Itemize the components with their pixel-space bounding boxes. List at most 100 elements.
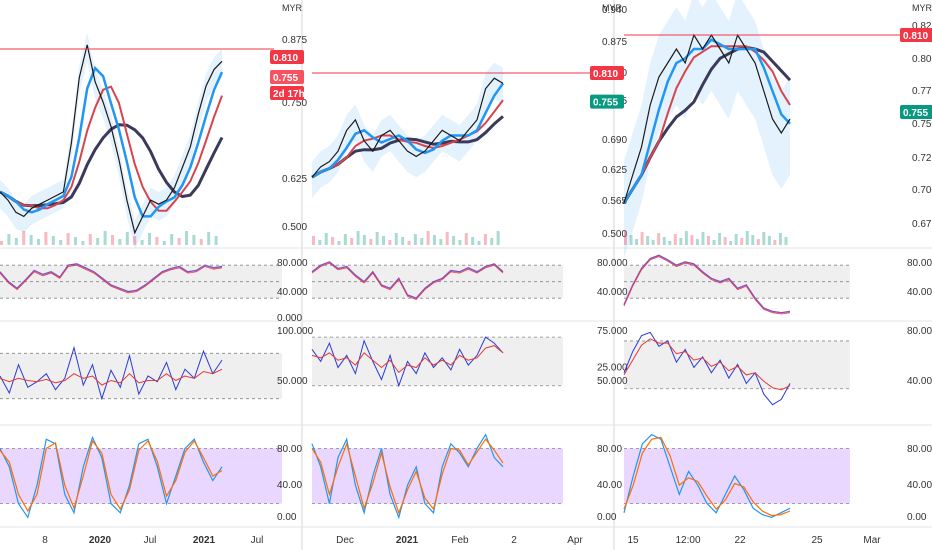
oscillator-signal-line — [623, 338, 791, 391]
volume-bar — [192, 235, 196, 245]
volume-bar — [464, 233, 468, 245]
x-axis-label: Feb — [451, 535, 469, 546]
volume-bar — [37, 239, 40, 245]
osc2-tick-label: 80.000 — [907, 326, 932, 337]
rsi-signal-line — [623, 256, 791, 315]
volume-bar — [452, 236, 456, 245]
x-axis-label: 15 — [627, 535, 639, 546]
volume-bar — [88, 234, 92, 245]
volume-bar — [745, 231, 749, 245]
price-tick-label: 0.565 — [602, 196, 627, 207]
oscillator-line — [311, 336, 504, 388]
rsi-tick-label: 0.000 — [277, 313, 302, 324]
volume-bar — [362, 235, 366, 245]
oscillator-line — [623, 331, 791, 406]
x-axis-label: 12:00 — [675, 535, 700, 546]
price-tick-label: 0.690 — [602, 135, 627, 146]
volume-bar — [7, 234, 11, 245]
volume-bar — [690, 235, 694, 245]
volume-bar — [471, 237, 475, 245]
volume-bar — [324, 233, 328, 245]
volume-bar — [679, 238, 683, 245]
price-close-line — [0, 44, 223, 235]
volume-bar — [375, 232, 379, 245]
stoch-tick-label: 0.00 — [277, 512, 297, 523]
stoch-tick-label: 80.00 — [277, 444, 302, 455]
stoch-tick-label: 0.00 — [907, 512, 927, 523]
volume-bar — [701, 232, 705, 245]
volume-bar — [413, 234, 417, 245]
volume-bar — [751, 235, 755, 245]
price-badge — [590, 65, 624, 80]
stoch-tick-label: 40.00 — [277, 480, 302, 491]
osc2-tick-label: 40.000 — [907, 376, 932, 387]
moving-average-short-line — [311, 82, 505, 179]
price-badge — [270, 50, 304, 64]
price-close-line — [623, 33, 791, 204]
volume-bar — [331, 237, 335, 245]
bollinger-band-area — [0, 32, 222, 250]
volume-bar — [343, 234, 347, 245]
osc2-tick-label: 50.000 — [597, 376, 628, 387]
volume-bar — [133, 236, 137, 245]
x-axis-label: 2021 — [193, 535, 216, 546]
price-tick-label: 0.625 — [602, 165, 627, 176]
stoch-tick-label: 40.00 — [597, 480, 622, 491]
volume-bar — [756, 239, 760, 245]
volume-bar — [723, 237, 727, 245]
volume-bar — [712, 240, 716, 245]
volume-bar — [0, 241, 3, 245]
price-badge-label: 0.755 — [593, 98, 618, 109]
stoch-k-line — [0, 435, 223, 519]
price-tick-label: 0.800 — [912, 54, 932, 65]
volume-bar — [695, 239, 699, 245]
volume-bar — [445, 232, 449, 245]
volume-bar — [337, 241, 341, 245]
price-tick-label: 0.500 — [282, 222, 307, 233]
price-badge — [270, 86, 304, 100]
x-axis-label: Dec — [336, 535, 354, 546]
stoch-d-line — [0, 439, 223, 513]
volume-bar — [312, 236, 315, 245]
volume-bar — [44, 232, 48, 245]
moving-average-short-line — [622, 38, 791, 204]
rsi-tick-label: 40.000 — [277, 287, 308, 298]
stoch-k-line — [623, 433, 791, 519]
stoch-d-line — [623, 436, 791, 517]
volume-bar — [762, 232, 766, 245]
price-badge-label: 0.810 — [903, 31, 928, 42]
volume-bar — [170, 234, 174, 245]
x-axis-label: Apr — [567, 535, 583, 546]
oscillator-signal-line — [311, 345, 504, 374]
unit-label: MYR — [282, 3, 303, 13]
price-tick-label: 0.700 — [912, 185, 932, 196]
rsi-tick-label: 80.000 — [597, 258, 628, 269]
volume-bar — [635, 239, 639, 245]
unit-label: MYR — [602, 3, 623, 13]
rsi-line — [623, 254, 791, 314]
volume-bar — [673, 234, 677, 245]
volume-bar — [784, 237, 788, 245]
price-close-line — [311, 77, 504, 178]
osc2-tick-label: 25.000 — [597, 363, 628, 374]
moving-average-mid-line — [623, 45, 791, 204]
price-tick-label: 0.875 — [602, 37, 627, 48]
volume-bar — [646, 236, 650, 245]
volume-bar — [356, 231, 360, 245]
volume-bar — [629, 235, 633, 245]
x-axis-label: 2021 — [396, 535, 419, 546]
rsi-signal-line — [0, 264, 223, 294]
bollinger-band-area — [624, 0, 790, 259]
osc2-band — [0, 353, 282, 399]
volume-bar — [707, 236, 710, 245]
volume-bar — [111, 235, 114, 245]
osc2-tick-label: 100.000 — [277, 326, 314, 337]
price-tick-label: 0.675 — [912, 219, 932, 230]
volume-bar — [734, 234, 738, 245]
volume-bar — [394, 233, 398, 245]
rsi-signal-line — [311, 262, 504, 300]
volume-bar — [657, 233, 661, 245]
price-tick-label: 0.825 — [912, 21, 932, 32]
price-tick-label: 0.625 — [282, 174, 307, 185]
